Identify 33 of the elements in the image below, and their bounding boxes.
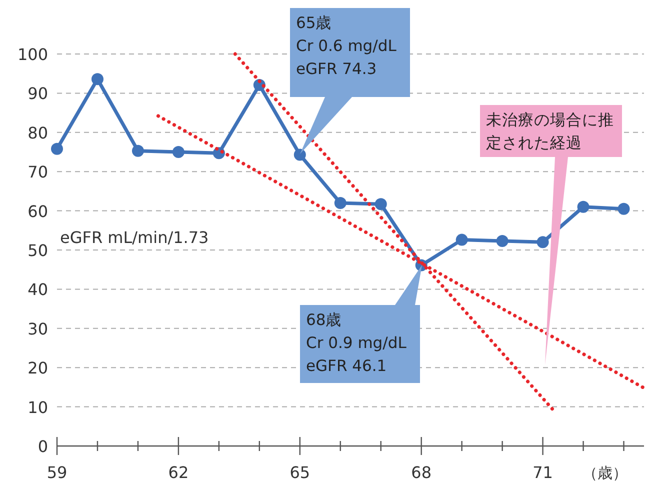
x-tick-label: 71 [532, 463, 553, 482]
annotation: 65歳 Cr 0.6 mg/dL eGFR 74.3 [296, 14, 397, 78]
annotation: 68歳 Cr 0.9 mg/dL eGFR 46.1 [306, 311, 407, 375]
y-tick-label: 0 [38, 437, 48, 456]
point [577, 200, 590, 213]
point [374, 198, 387, 210]
y-axis-title: eGFR mL/min/1.73 [60, 228, 209, 247]
x-tick-label: 65 [290, 463, 310, 482]
point [618, 202, 630, 215]
point [456, 234, 468, 246]
y-tick-label: 20 [28, 358, 48, 378]
point [91, 73, 104, 86]
point [132, 144, 144, 157]
y-tick-label: 40 [28, 280, 48, 300]
point [496, 234, 508, 247]
y-tick-label: 80 [28, 123, 48, 142]
y-tick-label: 90 [28, 84, 48, 104]
point [536, 236, 549, 248]
y-tick-label: 100 [17, 45, 48, 64]
point [334, 196, 346, 209]
x-tick-label: 68 [411, 463, 432, 482]
y-tick-label: 70 [28, 162, 48, 182]
x-axis-title: （歳） [582, 464, 628, 482]
annotation: 未治療の場合に推定された経過 [486, 111, 614, 152]
y-tick-label: 30 [28, 319, 48, 338]
y-tick-label: 10 [28, 398, 48, 417]
x-tick-label: 59 [46, 463, 68, 482]
point [51, 142, 63, 155]
x-tick-label: 62 [168, 463, 189, 482]
y-tick-label: 60 [28, 202, 48, 221]
y-tick-label: 50 [28, 241, 48, 260]
point [172, 146, 184, 158]
point [294, 148, 306, 161]
